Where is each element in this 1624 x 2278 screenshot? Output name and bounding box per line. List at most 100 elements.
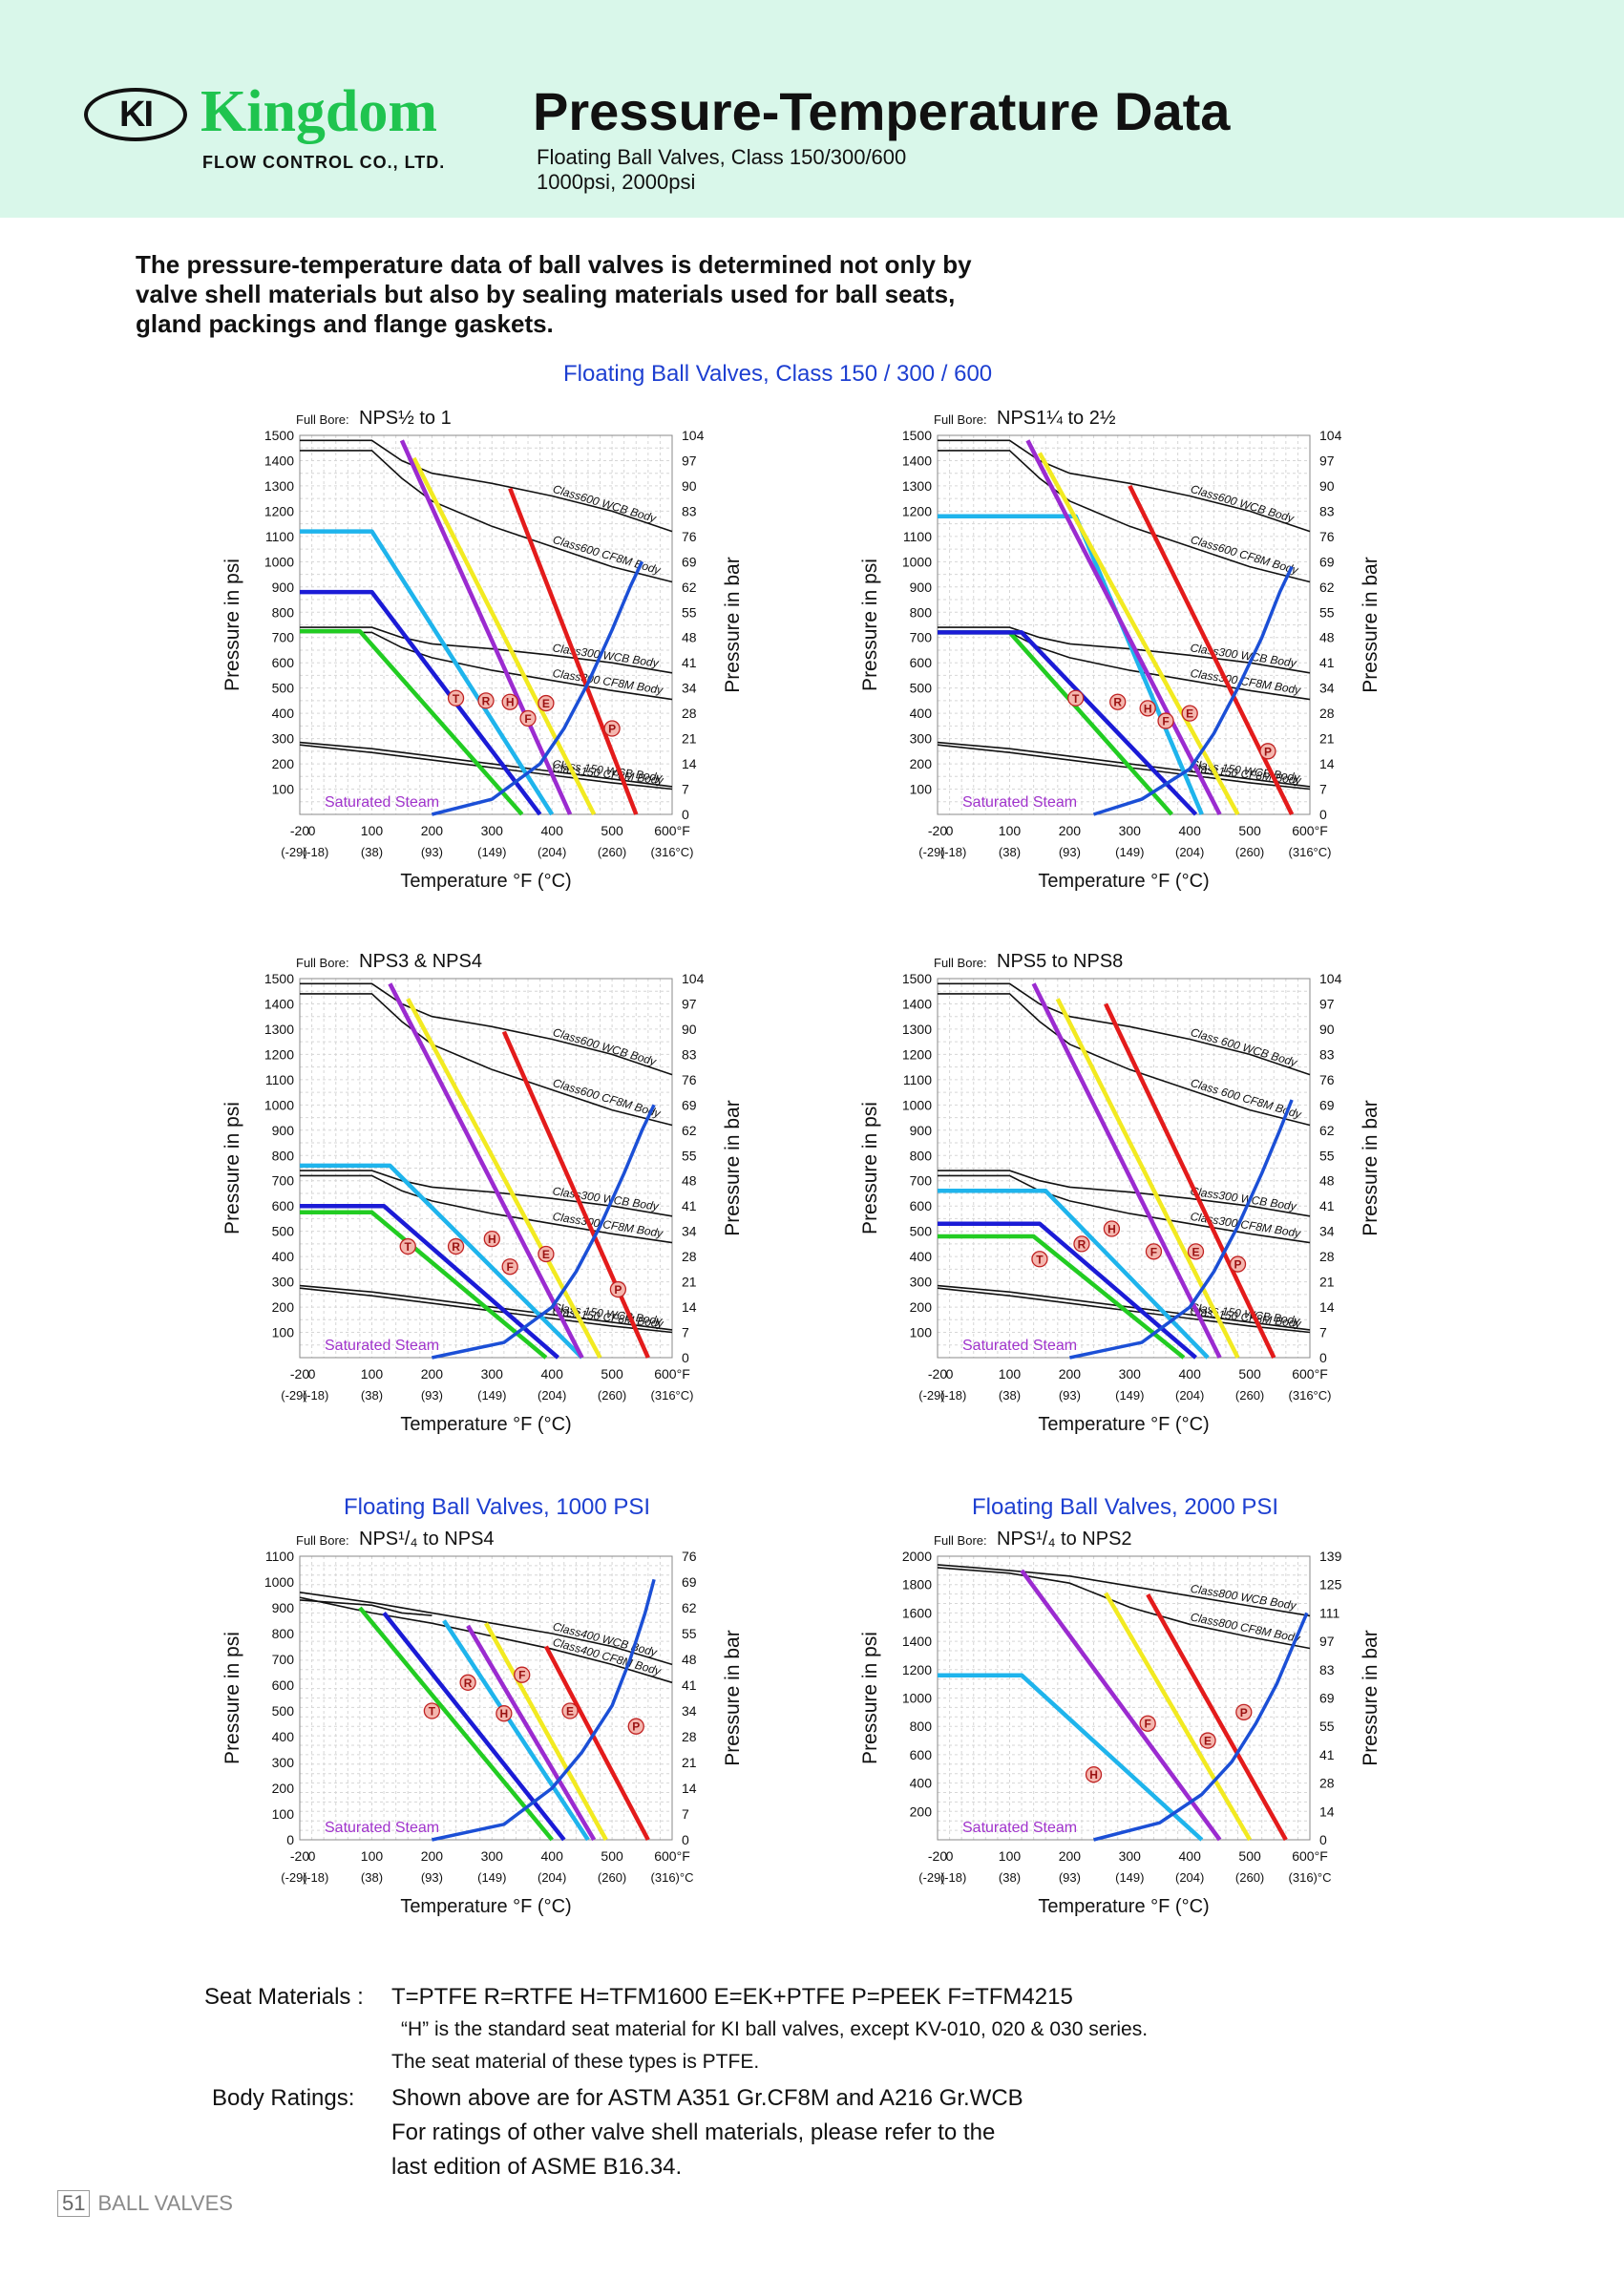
x-tick-label: 0 <box>308 1848 316 1864</box>
y2-tick-label: 48 <box>682 1173 697 1189</box>
x-tick-label-celsius: (260) <box>1235 1388 1264 1403</box>
x-tick-label-celsius: (260) <box>598 1388 626 1403</box>
y-tick-label: 500 <box>910 1224 933 1239</box>
full-bore-prefix: Full Bore: <box>296 956 349 970</box>
saturated-steam-label: Saturated Steam <box>325 1338 439 1354</box>
chart-2000psi: Class800 WCB Body Class800 CF8M Body Satur… <box>829 1520 1402 1978</box>
y-tick-label: 1400 <box>264 453 294 468</box>
y2-tick-label: 0 <box>682 1832 689 1847</box>
x-tick-label: 600°F <box>1292 823 1328 838</box>
x-tick-label: 500 <box>601 1848 623 1864</box>
y-tick-label: 800 <box>272 604 295 620</box>
company-logo: KI Kingdom FLOW CONTROL CO., LTD. <box>84 79 485 179</box>
x-tick-label-celsius: (149) <box>1115 845 1144 859</box>
y-tick-label: 100 <box>910 1325 933 1340</box>
seat-marker-label: P <box>1234 1258 1242 1272</box>
body-rating-line <box>938 993 1311 1127</box>
y-tick-label: 1000 <box>264 1574 294 1590</box>
intro-paragraph: The pressure-temperature data of ball va… <box>136 250 972 338</box>
y-axis-label: Pressure in psi <box>221 1632 243 1764</box>
body-rating-line <box>937 741 1311 788</box>
y2-tick-label: 55 <box>1319 1719 1335 1734</box>
x-tick-label: 500 <box>601 823 623 838</box>
seat-line-P <box>1104 1002 1276 1359</box>
seat-marker <box>423 1702 441 1719</box>
x-tick-label-celsius: (-29) <box>918 1388 944 1403</box>
x-tick-label: 600°F <box>654 823 690 838</box>
x-tick-label-celsius: (93) <box>1059 1388 1081 1403</box>
seat-marker-label: H <box>1107 1223 1116 1236</box>
x-tick-label-celsius: (-18) <box>940 845 966 859</box>
y2-tick-label: 90 <box>1319 1022 1335 1037</box>
x-tick-label: 500 <box>601 1366 623 1382</box>
x-tick-label-celsius: (149) <box>477 1870 506 1885</box>
seat-marker <box>1259 743 1276 760</box>
y-tick-label: 400 <box>910 1249 933 1264</box>
chart-title: NPS½ to 1 <box>359 408 452 429</box>
y-tick-label: 400 <box>272 1249 295 1264</box>
seat-line-P <box>1146 1592 1288 1842</box>
seat-marker <box>459 1674 476 1691</box>
y-tick-label: 400 <box>910 1776 933 1791</box>
x-tick-label-celsius: (204) <box>1175 1388 1204 1403</box>
seat-marker <box>538 1245 555 1263</box>
y2-tick-label: 34 <box>682 681 697 696</box>
chart-nps5-to-nps8: Class 600 WCB Body Class 600 CF8M Body Cla… <box>829 942 1402 1496</box>
y-tick-label: 300 <box>272 1275 295 1290</box>
y2-tick-label: 55 <box>682 1626 697 1641</box>
y-tick-label: 200 <box>910 1803 933 1819</box>
seat-line-R <box>938 1221 1197 1360</box>
y-tick-label: 900 <box>910 1123 933 1138</box>
y-axis-label: Pressure in psi <box>221 1102 243 1234</box>
seat-line-H <box>442 1619 590 1842</box>
saturated-steam-curve <box>431 560 644 816</box>
body-rating-line <box>300 450 673 583</box>
y2-tick-label: 14 <box>682 1299 697 1315</box>
y2-tick-label: 48 <box>1319 1173 1335 1189</box>
y-tick-label: 800 <box>910 1148 933 1163</box>
x-tick-label-celsius: (149) <box>1115 1870 1144 1885</box>
seat-marker <box>1139 700 1156 717</box>
x-tick-label-celsius: (204) <box>538 1870 566 1885</box>
seat-marker <box>447 689 465 707</box>
body-rating-line <box>938 626 1311 674</box>
body-rating-line <box>299 744 673 791</box>
footer: 51 BALL VALVES <box>57 2190 233 2217</box>
x-tick-label-celsius: (204) <box>1175 845 1204 859</box>
body-ratings-label: Body Ratings: <box>212 2085 355 2111</box>
y-tick-label: 1100 <box>265 1549 294 1564</box>
x-tick-label-celsius: (93) <box>1059 1870 1081 1885</box>
chart-nps3-nps4: Class600 WCB Body Class600 CF8M Body Class… <box>191 942 764 1496</box>
seat-marker-label: E <box>542 697 550 710</box>
y2-tick-label: 55 <box>682 604 697 620</box>
saturated-steam-curve <box>1092 565 1294 816</box>
seat-line-P <box>501 1030 650 1359</box>
seat-marker-label: F <box>1150 1245 1157 1258</box>
logo-mark: KI <box>84 88 187 141</box>
y2-tick-label: 28 <box>682 1729 697 1744</box>
saturated-steam-curve <box>432 1578 656 1842</box>
seat-line-H <box>300 529 555 816</box>
y-tick-label: 600 <box>910 1198 933 1213</box>
seat-line-R <box>300 589 542 816</box>
body-rating-line <box>938 1174 1311 1244</box>
y2-tick-label: 28 <box>1319 706 1335 721</box>
seat-marker-label: E <box>542 1248 550 1261</box>
seat-line-T <box>358 1606 554 1842</box>
chart-1000psi: Class400 WCB Body Class400 CF8M Body Satur… <box>191 1520 764 1978</box>
y2-tick-label: 69 <box>1319 1097 1335 1112</box>
y2-axis-label: Pressure in bar <box>1360 557 1381 692</box>
seat-marker-label: H <box>500 1707 509 1720</box>
y-tick-label: 1200 <box>264 1046 294 1062</box>
seat-line-H <box>938 1673 1204 1842</box>
seat-marker <box>501 1258 518 1276</box>
x-tick-label-celsius: (93) <box>421 1870 443 1885</box>
seat-marker <box>496 1705 513 1722</box>
x-tick-label-celsius: (38) <box>361 1388 383 1403</box>
y-tick-label: 800 <box>910 1719 933 1734</box>
y-tick-label: 1300 <box>902 478 932 494</box>
y2-tick-label: 28 <box>682 706 697 721</box>
seat-marker <box>1103 1220 1121 1237</box>
